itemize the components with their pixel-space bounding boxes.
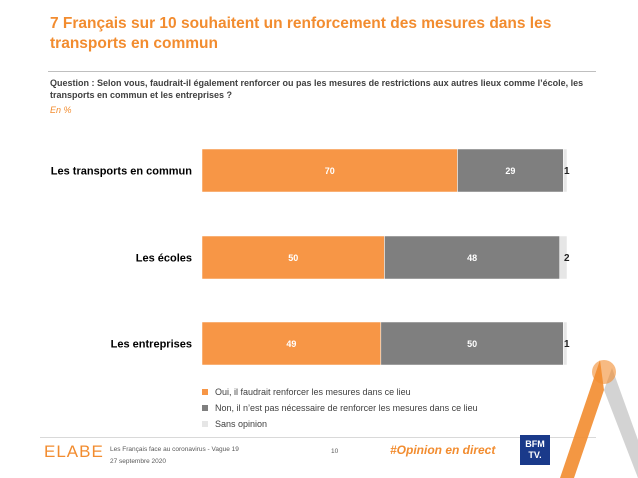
- legend-swatch-sans-opinion: [202, 421, 208, 427]
- legend-swatch-oui: [202, 389, 208, 395]
- data-label-non: 48: [467, 253, 477, 263]
- legend-item-sans-opinion: Sans opinion: [202, 416, 478, 432]
- bar-segment-oui: [201, 148, 458, 193]
- survey-question: Question : Selon vous, faudrait-il égale…: [50, 78, 584, 100]
- footer-divider: [40, 437, 596, 438]
- legend-item-oui: Oui, il faudrait renforcer les mesures d…: [202, 384, 478, 400]
- data-label-non: 50: [467, 339, 477, 349]
- legend-label-oui: Oui, il faudrait renforcer les mesures d…: [215, 387, 411, 397]
- elabe-logo: ELABE: [44, 442, 104, 461]
- category-label: Les entreprises: [111, 339, 192, 351]
- data-label-sans-opinion: 2: [564, 253, 570, 264]
- survey-date: 27 septembre 2020: [110, 458, 167, 465]
- bar-segment-oui: [201, 321, 382, 366]
- data-label-sans-opinion: 1: [564, 339, 570, 350]
- title-divider: [48, 71, 596, 72]
- bar-segment-sans-opinion: [559, 235, 568, 280]
- page-title: 7 Français sur 10 souhaitent un renforce…: [50, 15, 552, 52]
- bar-segment-non: [380, 321, 564, 366]
- hashtag: #Opinion en direct: [390, 443, 496, 457]
- unit-label: En %: [50, 105, 72, 115]
- bar-segment-non: [384, 235, 560, 280]
- bfmtv-logo-line2: TV.: [528, 450, 542, 460]
- decorative-triangle-icon: [560, 360, 638, 478]
- legend-label-non: Non, il n’est pas nécessaire de renforce…: [215, 403, 478, 413]
- legend-swatch-non: [202, 405, 208, 411]
- legend-label-sans-opinion: Sans opinion: [215, 419, 268, 429]
- data-label-oui: 49: [286, 339, 296, 349]
- category-label: Les écoles: [136, 253, 192, 265]
- bfmtv-logo-line1: BFM: [525, 439, 545, 449]
- footer-info: Les Français face au coronavirus - Vague…: [110, 444, 239, 468]
- bfmtv-logo: BFM TV.: [520, 435, 550, 465]
- data-label-oui: 50: [288, 253, 298, 263]
- category-label: Les transports en commun: [51, 166, 192, 178]
- data-label-sans-opinion: 1: [564, 166, 570, 177]
- data-label-oui: 70: [325, 166, 335, 176]
- bar-segment-non: [457, 148, 564, 193]
- bar-segment-sans-opinion: [563, 321, 568, 366]
- legend-item-non: Non, il n’est pas nécessaire de renforce…: [202, 400, 478, 416]
- page-number: 10: [331, 448, 339, 455]
- bar-segment-sans-opinion: [563, 148, 568, 193]
- chart-legend: Oui, il faudrait renforcer les mesures d…: [202, 384, 478, 432]
- data-label-non: 29: [505, 166, 515, 176]
- survey-name: Les Français face au coronavirus - Vague…: [110, 446, 239, 453]
